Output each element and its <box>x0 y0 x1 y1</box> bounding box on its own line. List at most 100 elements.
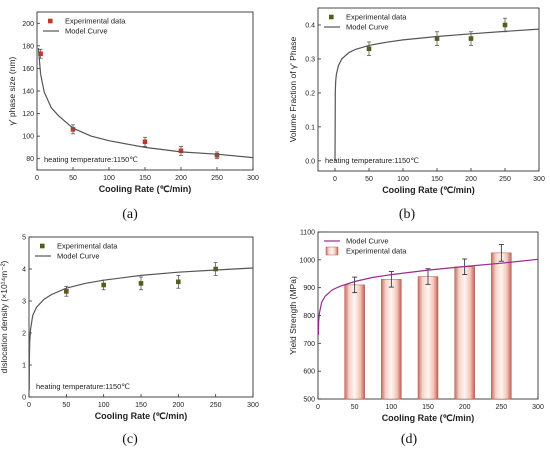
legend-label: Experimental data <box>65 17 126 26</box>
bar <box>417 276 439 400</box>
y-tick-label: 80 <box>26 156 34 163</box>
panel-d: 0 50 100 150 200 250 300 500 600 700 800 900 1000 110… <box>288 230 544 424</box>
y-tick-label: 0.2 <box>305 90 315 97</box>
legend-label: Experimental data <box>346 13 407 22</box>
x-tick-label: 250 <box>210 402 222 409</box>
legend-label: Model Curve <box>57 252 100 261</box>
y-tick-label: 120 <box>22 111 34 118</box>
data-point <box>64 289 69 294</box>
x-tick-label: 0 <box>316 404 320 411</box>
legend-label: Model Curve <box>346 237 389 246</box>
annotation: heating temperature:1150℃ <box>325 156 419 165</box>
x-tick-label: 100 <box>397 176 409 183</box>
legend-swatch-point <box>329 14 334 20</box>
x-tick-label: 100 <box>98 402 110 409</box>
plot-frame <box>317 7 540 172</box>
x-tick-label: 150 <box>135 402 147 409</box>
y-tick-label: 200 <box>22 21 34 28</box>
y-tick-label: 700 <box>303 341 315 348</box>
x-tick-label: 250 <box>211 175 223 182</box>
x-tick-label: 50 <box>69 175 77 182</box>
data-point <box>502 22 508 28</box>
x-tick-label: 200 <box>465 176 477 183</box>
panel-label: (a) <box>122 207 138 222</box>
x-tick-label: 300 <box>247 402 259 409</box>
x-tick-label: 300 <box>533 176 545 183</box>
y-tick-label: 3 <box>22 299 26 306</box>
y-tick-label: 1000 <box>299 257 315 264</box>
panel-a: 0 50 100 150 200 250 300 80 100 120 140 160 180 200 Co… <box>7 11 259 194</box>
data-point <box>213 266 218 272</box>
y-tick-label: 0 <box>22 395 26 402</box>
bar <box>381 279 402 400</box>
data-point <box>70 127 76 132</box>
bar <box>344 284 365 400</box>
legend-swatch-point <box>48 18 53 24</box>
data-point <box>434 36 440 41</box>
y-axis-label: Yield Strength (MPa) <box>288 276 298 355</box>
x-tick-label: 50 <box>62 402 70 409</box>
y-tick-label: 0.1 <box>305 124 315 131</box>
data-point <box>178 148 184 154</box>
y-tick-label: 900 <box>303 285 315 292</box>
x-tick-label: 250 <box>495 404 507 411</box>
x-axis-label: Cooling Rate (℃/min) <box>382 185 475 195</box>
x-axis-label: Cooling Rate (℃/min) <box>382 413 475 423</box>
panel-label: (c) <box>122 432 138 447</box>
panel-b: 0 50 100 150 200 250 300 0.0 0.1 0.2 0.3 0.4 Cooling… <box>288 7 545 195</box>
panel-label: (b) <box>399 207 416 222</box>
data-point <box>142 139 148 145</box>
annotation: heating temperature:1150℃ <box>36 382 130 391</box>
data-point <box>468 36 474 41</box>
legend-label: Model Curve <box>346 23 389 32</box>
x-axis-label: Cooling Rate (℃/min) <box>99 184 192 194</box>
y-tick-label: 600 <box>303 369 315 376</box>
x-tick-label: 250 <box>499 176 511 183</box>
y-tick-label: 100 <box>22 134 34 141</box>
model-curve <box>317 258 539 336</box>
model-curve <box>334 28 540 161</box>
panel-c: 0 50 100 150 200 250 300 0 1 2 3 4 5 Cooling Rate (℃/… <box>0 235 259 422</box>
y-tick-label: 2 <box>22 331 26 338</box>
y-axis-label: dislocation density (×10¹⁴m⁻²) <box>0 260 9 373</box>
y-tick-label: 800 <box>303 313 315 320</box>
y-tick-label: 140 <box>22 89 34 96</box>
x-tick-label: 200 <box>175 175 187 182</box>
model-curve <box>28 267 254 391</box>
y-tick-label: 1100 <box>300 230 315 237</box>
data-point <box>366 46 372 52</box>
x-tick-label: 0 <box>27 402 31 409</box>
data-point <box>38 51 43 57</box>
data-point <box>138 281 144 286</box>
x-tick-label: 0 <box>35 175 39 182</box>
legend-label: Experimental data <box>346 247 407 256</box>
y-tick-label: 0.4 <box>305 22 315 29</box>
model-curve <box>37 48 254 159</box>
bar <box>454 266 475 400</box>
x-tick-label: 300 <box>532 404 544 411</box>
panel-label: (d) <box>401 432 418 447</box>
y-tick-label: 1 <box>22 363 26 370</box>
x-tick-label: 50 <box>351 404 359 411</box>
y-tick-label: 0.0 <box>305 158 315 165</box>
legend-swatch-bar <box>325 246 339 256</box>
x-tick-label: 200 <box>459 404 471 411</box>
x-tick-label: 100 <box>103 175 115 182</box>
x-tick-label: 0 <box>333 176 337 183</box>
y-axis-label: Volume Fraction of γ' Phase <box>288 36 298 142</box>
x-tick-label: 200 <box>172 402 184 409</box>
y-tick-label: 5 <box>22 235 26 242</box>
y-tick-label: 4 <box>22 267 26 274</box>
data-point <box>214 153 220 158</box>
x-tick-label: 150 <box>422 404 434 411</box>
x-tick-label: 100 <box>385 404 397 411</box>
legend-swatch-point <box>40 243 45 249</box>
data-point <box>101 282 106 288</box>
data-point <box>176 279 181 285</box>
bar <box>491 252 512 400</box>
x-tick-label: 50 <box>365 176 373 183</box>
x-tick-label: 300 <box>247 175 259 182</box>
x-axis-label: Cooling Rate (℃/min) <box>95 411 188 421</box>
